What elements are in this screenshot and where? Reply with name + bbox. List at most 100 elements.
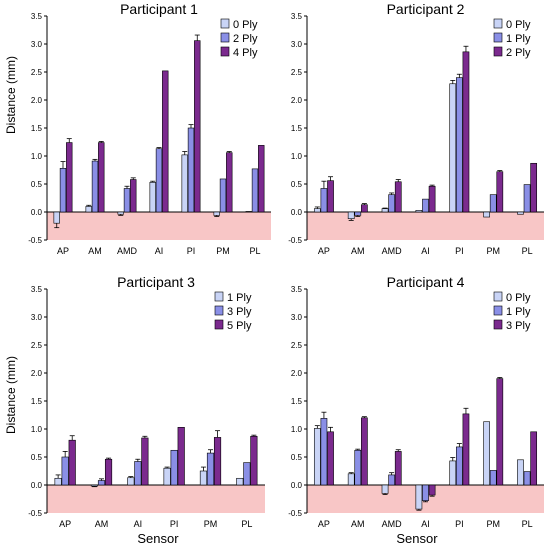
x-tick-label: AI — [134, 519, 143, 529]
bar — [361, 417, 368, 486]
bar — [187, 127, 195, 213]
bar — [243, 462, 251, 486]
legend-label: 5 Ply — [227, 320, 252, 332]
bar — [428, 484, 436, 496]
x-tick-label: PI — [187, 246, 196, 256]
chart-panel-1: -0.5 0.0 0.5 1.0 1.5 2.0 2.5 3.0 3.5 Participant … — [28, 1, 271, 256]
bar — [462, 51, 470, 213]
bar — [123, 188, 131, 213]
bar — [523, 471, 531, 486]
y-tick-label: 3.5 — [31, 285, 43, 294]
x-tick-label: AM — [351, 246, 365, 256]
legend-label: 3 Ply — [506, 320, 531, 332]
x-tick-label: PM — [486, 519, 500, 529]
y-tick-label: 3.5 — [291, 285, 303, 294]
legend-swatch — [493, 46, 503, 57]
x-axis-label-right: Sensor — [396, 531, 438, 546]
bar — [149, 182, 156, 213]
bar — [313, 428, 321, 486]
legend-label: 0 Ply — [506, 292, 531, 304]
bar — [226, 152, 233, 213]
bar — [361, 204, 368, 213]
bar — [347, 473, 355, 486]
bar — [422, 484, 429, 501]
bar — [489, 194, 497, 213]
legend-swatch — [493, 305, 503, 316]
chart-title: Participant 4 — [387, 274, 465, 290]
x-tick-label: PL — [241, 519, 252, 529]
x-tick-label: AM — [351, 519, 365, 529]
bar — [258, 145, 265, 213]
legend-label: 2 Ply — [233, 33, 258, 45]
chart-panel-4: -0.5 0.0 0.5 1.0 1.5 2.0 2.5 3.0 3.5 Participant … — [288, 274, 544, 529]
bar — [483, 211, 490, 218]
legend-swatch — [214, 291, 224, 302]
bar — [245, 211, 252, 213]
y-tick-label: -0.5 — [28, 509, 42, 518]
y-tick-label: 2.0 — [291, 369, 303, 378]
bar — [53, 211, 60, 224]
legend-swatch — [214, 319, 224, 330]
bar — [313, 208, 321, 213]
bar — [381, 208, 389, 213]
bar — [354, 211, 362, 216]
bar — [347, 211, 355, 220]
bar — [394, 181, 402, 213]
legend-swatch — [214, 305, 224, 316]
bar — [177, 427, 185, 486]
chart-title: Participant 1 — [120, 1, 198, 17]
y-tick-label: 2.0 — [31, 96, 43, 105]
y-axis-label-top: Distance (mm) — [4, 56, 18, 134]
bar — [98, 142, 105, 213]
y-tick-label: 0.5 — [31, 453, 43, 462]
negative-region — [47, 485, 265, 513]
bar — [496, 171, 504, 213]
negative-region — [47, 212, 271, 240]
y-axis-label-bottom: Distance (mm) — [4, 356, 18, 434]
bar — [97, 480, 106, 486]
bar — [219, 178, 227, 213]
bar — [68, 439, 76, 486]
bar — [327, 431, 334, 486]
y-tick-label: 1.5 — [291, 397, 303, 406]
bar — [59, 168, 67, 213]
bar — [127, 477, 135, 486]
chart-panel-3: -0.5 0.0 0.5 1.0 1.5 2.0 2.5 3.0 3.5 Participant … — [28, 274, 265, 529]
y-tick-label: 3.0 — [31, 313, 43, 322]
bar — [523, 184, 531, 213]
bar — [381, 484, 389, 494]
y-tick-label: -0.5 — [28, 236, 42, 245]
y-tick-label: 2.5 — [291, 341, 303, 350]
bar — [85, 206, 92, 213]
x-tick-label: AMD — [117, 246, 138, 256]
legend-label: 1 Ply — [506, 33, 531, 45]
bar — [496, 378, 504, 486]
bar — [320, 188, 328, 213]
bar — [199, 470, 208, 486]
x-tick-label: AI — [421, 519, 430, 529]
y-tick-label: 3.0 — [31, 40, 43, 49]
legend-swatch — [493, 32, 503, 43]
y-tick-label: 1.5 — [31, 124, 43, 133]
y-tick-label: 1.0 — [31, 425, 43, 434]
legend-label: 1 Ply — [227, 292, 252, 304]
legend-swatch — [220, 18, 230, 29]
legend-label: 4 Ply — [233, 47, 258, 59]
bar — [456, 446, 463, 486]
bar — [250, 435, 258, 486]
x-tick-label: AM — [88, 246, 102, 256]
y-tick-label: 0.5 — [291, 453, 303, 462]
x-tick-label: PI — [455, 246, 464, 256]
bar — [320, 418, 328, 486]
legend-label: 3 Ply — [227, 306, 252, 318]
x-tick-label: PL — [249, 246, 260, 256]
y-tick-label: 2.5 — [31, 341, 43, 350]
legend-swatch — [220, 32, 230, 43]
x-tick-label: AP — [59, 519, 71, 529]
bar — [155, 148, 163, 213]
legend-label: 0 Ply — [233, 19, 258, 31]
x-tick-label: PM — [486, 246, 500, 256]
bar — [415, 484, 423, 510]
